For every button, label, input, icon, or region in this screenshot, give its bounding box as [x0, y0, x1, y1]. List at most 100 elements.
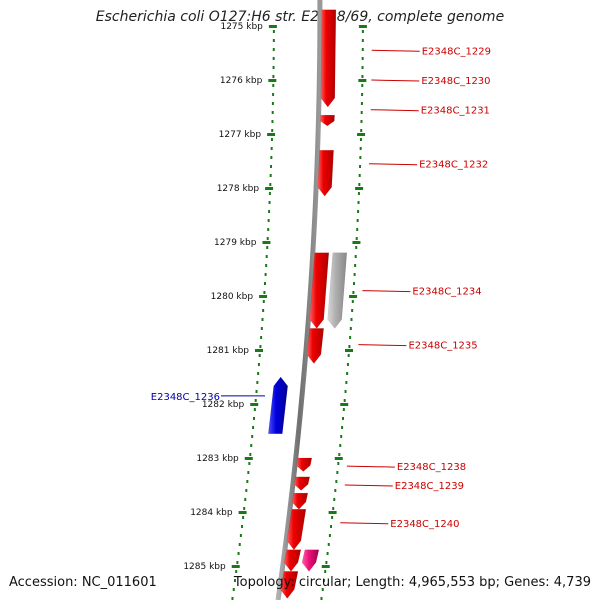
outer-minor-tick [360, 102, 363, 105]
outer-minor-tick [359, 156, 362, 159]
inner-minor-tick [238, 543, 241, 546]
inner-minor-tick [269, 183, 272, 186]
gene-label[interactable]: E2348C_1239 [395, 481, 464, 492]
outer-major-tick [358, 25, 367, 28]
inner-major-tick [259, 295, 268, 298]
outer-minor-tick [354, 264, 357, 267]
inner-minor-tick [256, 381, 259, 384]
outer-minor-tick [331, 516, 334, 519]
outer-minor-tick [357, 210, 360, 213]
reverse-gene-arrow[interactable] [268, 376, 288, 434]
outer-minor-tick [352, 291, 355, 294]
forward-gene-arrow[interactable] [320, 9, 337, 108]
inner-minor-tick [263, 291, 266, 294]
outer-minor-tick [361, 75, 364, 78]
outer-minor-tick [351, 300, 354, 303]
outer-minor-tick [346, 372, 349, 375]
outer-minor-tick [349, 336, 352, 339]
inner-minor-tick [271, 111, 274, 114]
kbp-tick-label: 1276 kbp [220, 76, 263, 86]
gene-label[interactable]: E2348C_1232 [419, 160, 488, 171]
inner-major-tick [265, 187, 274, 190]
kbp-tick-label: 1284 kbp [190, 508, 233, 518]
inner-minor-tick [236, 561, 239, 564]
inner-minor-tick [247, 471, 250, 474]
gray-feature-arrow[interactable] [327, 252, 348, 329]
outer-minor-tick [357, 201, 360, 204]
outer-minor-tick [359, 147, 362, 150]
gene-label-leader [371, 79, 420, 82]
inner-major-tick [262, 241, 271, 244]
forward-gene-arrow[interactable] [317, 149, 334, 197]
inner-minor-tick [242, 516, 245, 519]
inner-minor-tick [239, 534, 242, 537]
outer-minor-tick [335, 480, 338, 483]
inner-minor-tick [235, 570, 238, 573]
gene-label-leader [371, 49, 420, 52]
inner-minor-tick [233, 579, 236, 582]
outer-minor-tick [361, 84, 364, 87]
kbp-tick-label: 1277 kbp [219, 130, 262, 140]
forward-gene-arrow[interactable] [291, 492, 309, 510]
gene-label-leader [340, 522, 389, 525]
inner-minor-tick [272, 48, 275, 51]
forward-gene-arrow[interactable] [280, 571, 299, 599]
gene-label[interactable]: E2348C_1240 [390, 519, 459, 530]
inner-minor-tick [271, 129, 274, 132]
inner-minor-tick [245, 489, 248, 492]
outer-minor-tick [321, 588, 324, 591]
inner-major-tick [255, 349, 263, 352]
outer-minor-tick [360, 120, 363, 123]
gene-label[interactable]: E2348C_1235 [408, 341, 477, 352]
forward-gene-arrow[interactable] [283, 549, 302, 572]
kbp-tick-label: 1275 kbp [220, 22, 263, 32]
outer-minor-tick [322, 579, 325, 582]
forward-gene-arrow[interactable] [309, 252, 330, 329]
genome-backbone [275, 0, 323, 600]
forward-gene-arrow[interactable] [296, 457, 313, 472]
inner-minor-tick [266, 246, 269, 249]
gene-label[interactable]: E2348C_1236 [151, 392, 220, 403]
inner-minor-tick [241, 525, 244, 528]
outer-minor-tick [361, 30, 364, 33]
gene-label-leader [346, 465, 395, 468]
outer-minor-tick [353, 273, 356, 276]
inner-minor-tick [252, 417, 255, 420]
inner-minor-tick [272, 93, 275, 96]
outer-minor-tick [346, 363, 349, 366]
inner-minor-tick [232, 588, 235, 591]
forward-gene-arrow[interactable] [293, 476, 311, 491]
outer-minor-tick [334, 489, 337, 492]
forward-gene-arrow[interactable] [286, 509, 307, 551]
kbp-tick-label: 1285 kbp [183, 562, 226, 572]
outer-major-tick [355, 187, 364, 190]
gene-label[interactable]: E2348C_1230 [421, 76, 490, 87]
gene-label[interactable]: E2348C_1234 [412, 287, 481, 298]
inner-minor-tick [268, 201, 271, 204]
inner-minor-tick [272, 84, 275, 87]
outer-minor-tick [358, 183, 361, 186]
forward-gene-arrow[interactable] [320, 114, 335, 127]
gene-label[interactable]: E2348C_1238 [397, 462, 466, 473]
outer-minor-tick [354, 255, 357, 258]
inner-minor-tick [268, 210, 271, 213]
gene-label-leader [370, 109, 419, 112]
inner-minor-tick [262, 309, 265, 312]
inner-minor-tick [254, 399, 257, 402]
gene-label[interactable]: E2348C_1229 [422, 46, 491, 57]
inner-minor-tick [272, 57, 275, 60]
forward-gene-arrow[interactable] [306, 328, 324, 364]
inner-minor-tick [265, 255, 268, 258]
outer-minor-tick [359, 165, 362, 168]
outer-minor-tick [340, 435, 343, 438]
pink-feature-arrow[interactable] [301, 549, 320, 572]
inner-minor-tick [272, 75, 275, 78]
outer-minor-tick [361, 39, 364, 42]
outer-major-tick [321, 565, 330, 568]
gene-label[interactable]: E2348C_1231 [421, 106, 490, 117]
outer-minor-tick [339, 444, 342, 447]
gene-label-layer: E2348C_1229 E2348C_1230 E2348C_1231 E2348C_… [151, 46, 491, 530]
outer-minor-tick [361, 93, 364, 96]
inner-minor-tick [261, 318, 264, 321]
